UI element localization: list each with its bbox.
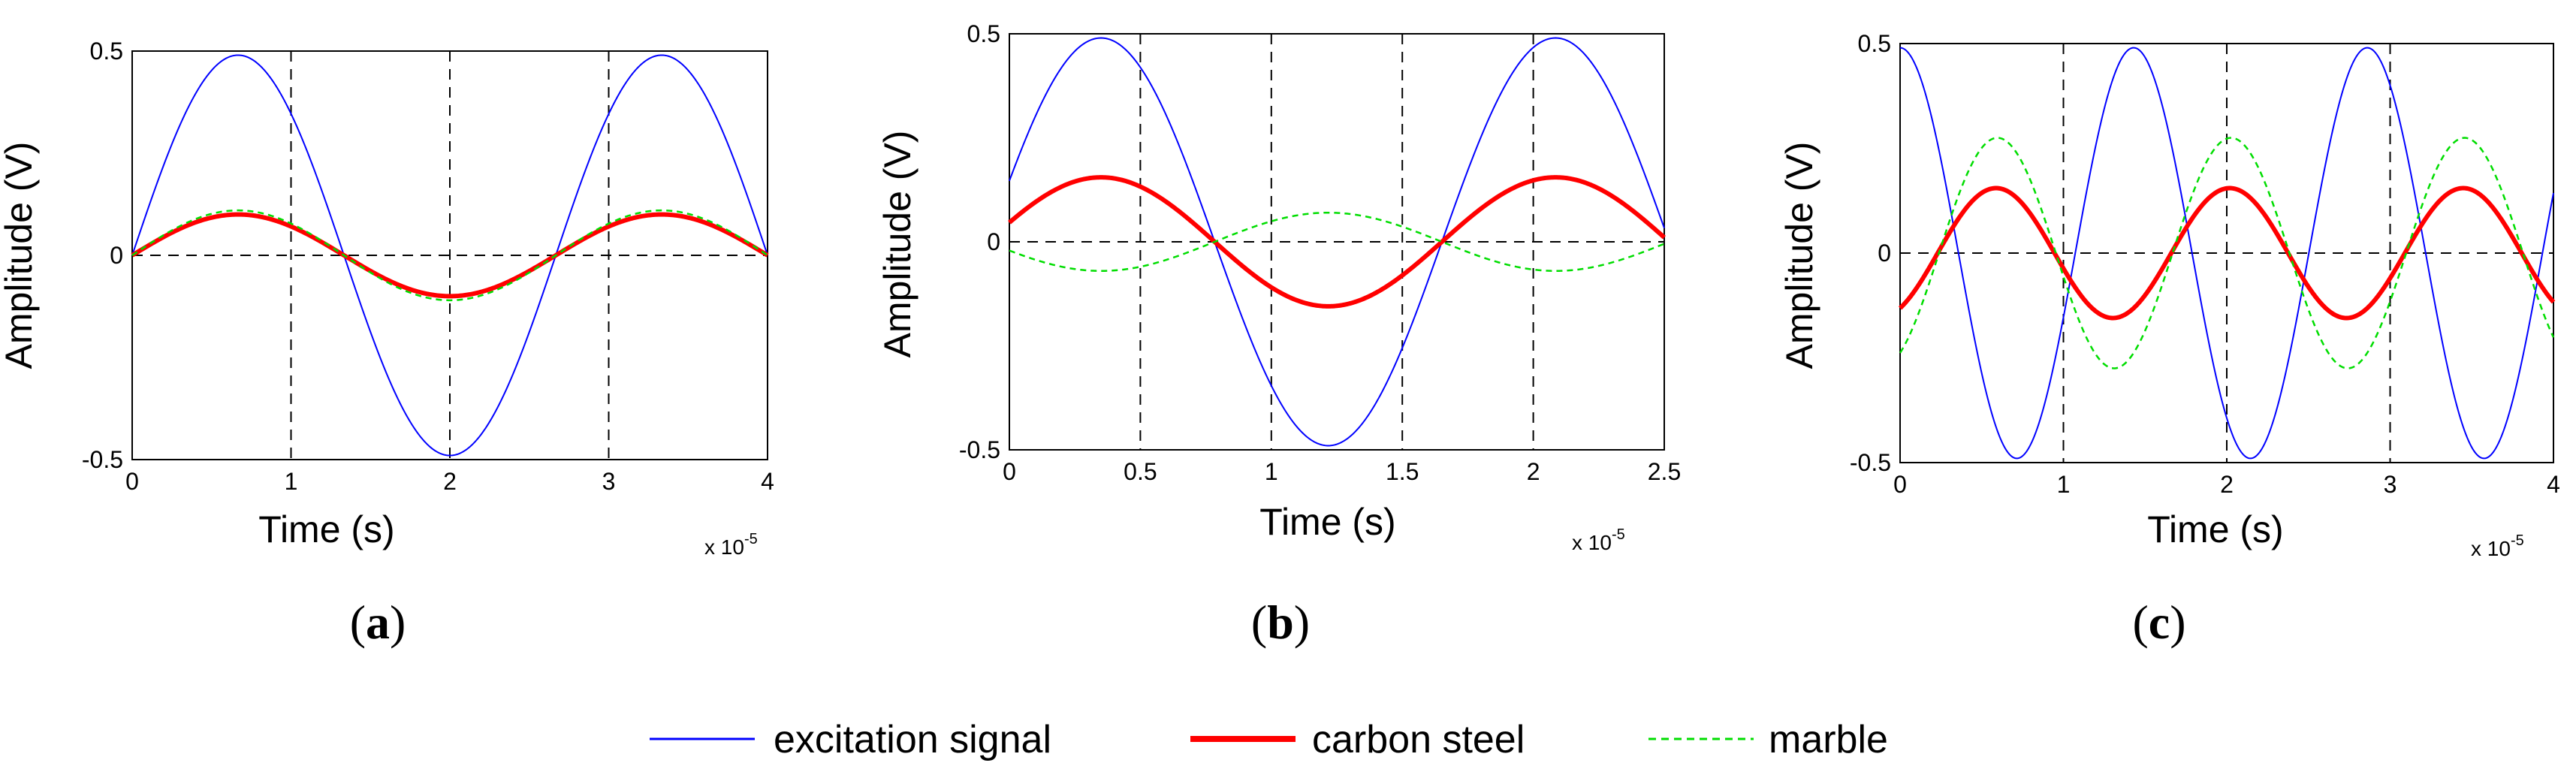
panel-c-ytick-label-0: -0.5 [1850,449,1891,476]
panel-c-series-carbon-steel [1898,185,2556,321]
legend-label-carbon-steel: carbon steel [1312,718,1525,761]
panel-a-xlabel: Time (s) [258,508,394,550]
panel-b-xlabel: Time (s) [1259,501,1395,543]
panel-a-xtick-label-2: 2 [443,468,457,495]
panel-c-ytick-label-2: 0.5 [1858,30,1891,57]
panel-c-xtick-label-3: 3 [2384,471,2397,498]
panel-a-series-excitation [131,54,768,457]
panel-b-xtick-label-2: 1 [1265,458,1278,485]
panel-c: Amplitude (V) Time (s) x 10-5 (c) 0 1 2 3 4 -… [1778,30,2560,649]
panel-a-xtick-label-1: 1 [285,468,298,495]
panel-a-ytick-label-1: 0 [110,242,123,269]
panel-a: Amplitude (V) Time (s) x 10-5 (a) 0 1 2 3 4 -… [0,38,774,649]
panel-c-series-marble [1899,137,2555,369]
panel-a-x-multiplier: x 10-5 [704,531,758,559]
panel-a-series-carbon-steel [131,212,769,299]
panel-b-x-multiplier: x 10-5 [1572,526,1625,554]
panel-c-xtick-label-2: 2 [2220,471,2234,498]
panel-b-xtick-label-1: 0.5 [1124,458,1157,485]
panel-b: Amplitude (V) Time (s) x 10-5 (b) 0 0.5 1 1… [876,20,1681,649]
panel-b-xtick-label-0: 0 [1003,458,1016,485]
panel-b-ytick-label-0: -0.5 [959,436,1000,463]
panel-c-ytick-label-1: 0 [1878,240,1891,267]
panel-b-series-carbon-steel [1008,175,1666,309]
panel-a-label: (a) [350,596,406,649]
panel-b-series-excitation [1009,37,1665,447]
panel-b-label: (b) [1251,596,1310,649]
panel-c-xtick-label-0: 0 [1893,471,1907,498]
panel-c-xlabel: Time (s) [2147,508,2283,550]
panel-a-ylabel: Amplitude (V) [0,142,40,369]
panel-a-xtick-label-0: 0 [125,468,139,495]
panel-c-xtick-label-4: 4 [2547,471,2560,498]
panel-c-ylabel: Amplitude (V) [1778,142,1820,369]
panel-c-x-multiplier: x 10-5 [2471,532,2524,560]
panel-c-xtick-label-1: 1 [2057,471,2071,498]
panel-a-xtick-label-4: 4 [761,468,774,495]
panel-b-xtick-label-3: 1.5 [1386,458,1419,485]
legend-label-marble: marble [1769,718,1888,761]
panel-a-ytick-label-0: -0.5 [82,446,123,473]
panel-b-ytick-label-2: 0.5 [967,20,1000,47]
panel-b-series-marble [1009,211,1665,273]
legend-label-excitation: excitation signal [774,718,1051,761]
panel-b-ytick-label-1: 0 [987,228,1000,255]
panel-a-ytick-label-2: 0.5 [90,38,123,65]
panel-b-xtick-label-4: 2 [1527,458,1540,485]
panel-a-series-marble [131,209,768,302]
panel-b-xtick-label-5: 2.5 [1648,458,1681,485]
panel-c-series-excitation [1899,47,2554,460]
panel-a-xtick-label-3: 3 [602,468,616,495]
panel-c-label: (c) [2132,596,2185,649]
panel-b-ylabel: Amplitude (V) [876,131,918,358]
legend: excitation signal carbon steel marble [650,718,1888,761]
